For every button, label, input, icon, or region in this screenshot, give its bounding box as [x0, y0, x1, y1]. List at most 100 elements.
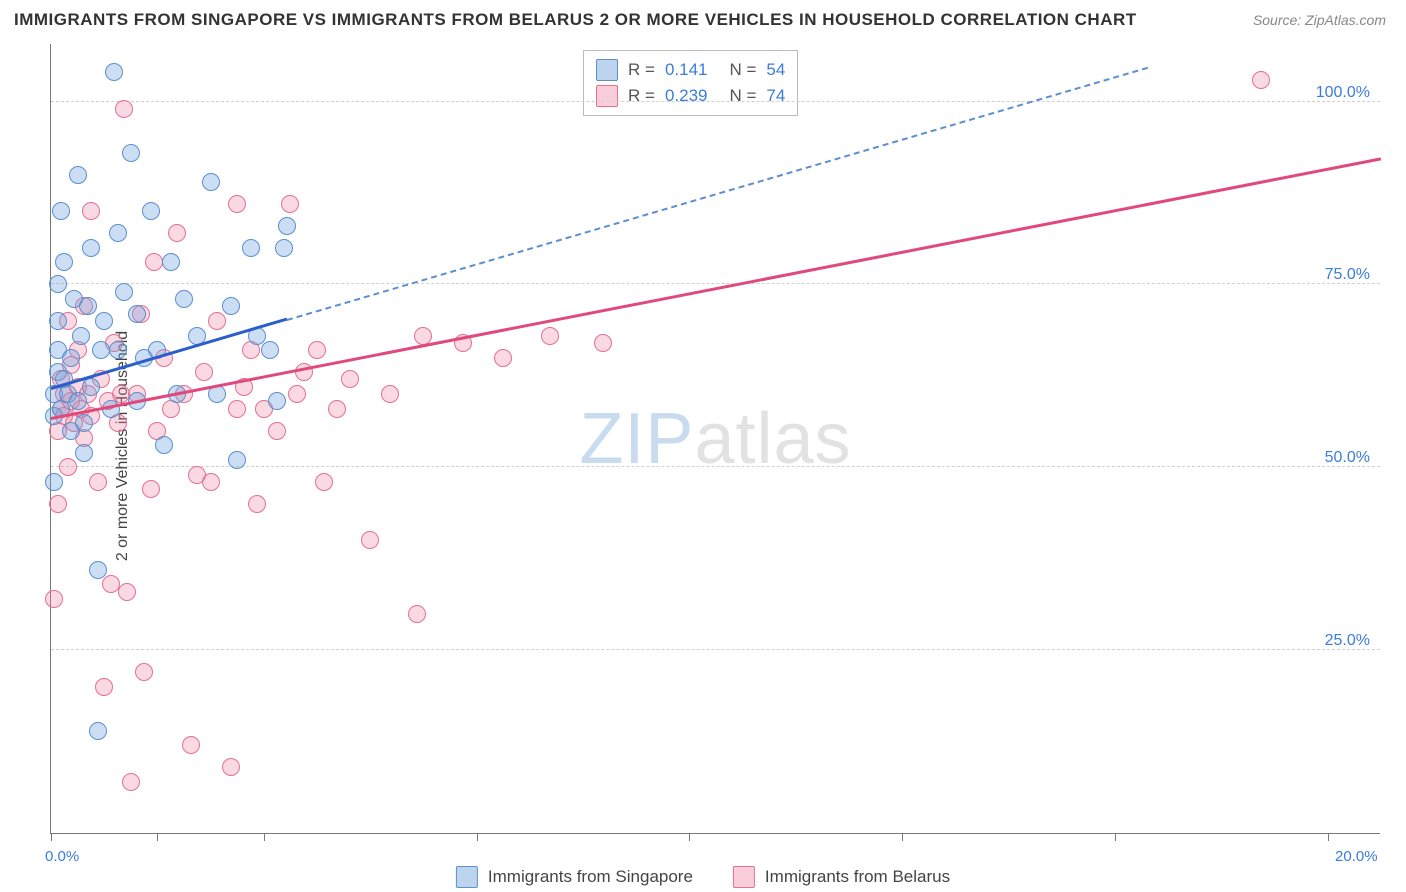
scatter-point-belarus [494, 349, 512, 367]
scatter-point-belarus [315, 473, 333, 491]
scatter-point-belarus [82, 202, 100, 220]
scatter-point-belarus [102, 575, 120, 593]
scatter-point-singapore [275, 239, 293, 257]
legend-r-label: R = [628, 86, 655, 106]
scatter-point-belarus [268, 422, 286, 440]
scatter-point-belarus [195, 363, 213, 381]
scatter-point-singapore [109, 224, 127, 242]
scatter-point-singapore [278, 217, 296, 235]
legend-r-value: 0.239 [665, 86, 708, 106]
scatter-point-singapore [45, 473, 63, 491]
y-tick-label: 50.0% [1325, 449, 1370, 467]
scatter-point-belarus [202, 473, 220, 491]
scatter-point-belarus [281, 195, 299, 213]
scatter-point-singapore [109, 341, 127, 359]
scatter-point-singapore [242, 239, 260, 257]
scatter-point-singapore [222, 297, 240, 315]
scatter-point-singapore [261, 341, 279, 359]
scatter-point-belarus [361, 531, 379, 549]
scatter-point-belarus [59, 458, 77, 476]
scatter-point-singapore [49, 275, 67, 293]
source-label: Source: ZipAtlas.com [1253, 12, 1386, 28]
scatter-point-belarus [288, 385, 306, 403]
scatter-point-singapore [62, 349, 80, 367]
scatter-point-singapore [72, 327, 90, 345]
legend-r-value: 0.141 [665, 60, 708, 80]
scatter-point-belarus [49, 495, 67, 513]
scatter-point-belarus [308, 341, 326, 359]
x-tick [1115, 833, 1116, 841]
scatter-point-belarus [135, 663, 153, 681]
scatter-point-singapore [82, 239, 100, 257]
scatter-point-singapore [142, 202, 160, 220]
legend-n-value: 54 [766, 60, 785, 80]
scatter-point-singapore [228, 451, 246, 469]
scatter-point-belarus [95, 678, 113, 696]
x-tick [477, 833, 478, 841]
gridline [51, 466, 1380, 467]
legend-swatch [596, 59, 618, 81]
legend-swatch [733, 866, 755, 888]
scatter-point-singapore [69, 166, 87, 184]
scatter-point-singapore [55, 253, 73, 271]
scatter-point-belarus [45, 590, 63, 608]
scatter-point-belarus [89, 473, 107, 491]
scatter-point-singapore [122, 144, 140, 162]
chart-title: IMMIGRANTS FROM SINGAPORE VS IMMIGRANTS … [14, 10, 1137, 30]
gridline [51, 649, 1380, 650]
legend-series-label: Immigrants from Singapore [488, 867, 693, 887]
scatter-point-belarus [541, 327, 559, 345]
scatter-point-belarus [381, 385, 399, 403]
scatter-point-belarus [168, 224, 186, 242]
x-tick [689, 833, 690, 841]
legend-stats-row: R = 0.239 N = 74 [596, 83, 785, 109]
gridline [51, 283, 1380, 284]
scatter-point-singapore [89, 722, 107, 740]
y-tick-label: 75.0% [1325, 266, 1370, 284]
y-tick-label: 100.0% [1316, 84, 1370, 102]
scatter-point-singapore [268, 392, 286, 410]
legend-swatch [596, 85, 618, 107]
legend-r-label: R = [628, 60, 655, 80]
scatter-point-singapore [105, 63, 123, 81]
scatter-point-singapore [202, 173, 220, 191]
scatter-point-belarus [594, 334, 612, 352]
scatter-point-belarus [182, 736, 200, 754]
scatter-point-singapore [162, 253, 180, 271]
x-axis-min: 0.0% [45, 848, 79, 865]
scatter-point-belarus [122, 773, 140, 791]
scatter-point-singapore [75, 444, 93, 462]
scatter-point-belarus [1252, 71, 1270, 89]
scatter-point-singapore [89, 561, 107, 579]
x-tick [157, 833, 158, 841]
scatter-point-singapore [115, 283, 133, 301]
gridline [51, 101, 1380, 102]
plot-area: ZIPatlas R =0.141N =54R =0.239N =74 25.0… [50, 44, 1380, 834]
y-tick-label: 25.0% [1325, 632, 1370, 650]
legend-n-label: N = [729, 86, 756, 106]
x-tick [1328, 833, 1329, 841]
legend-n-value: 74 [766, 86, 785, 106]
scatter-point-belarus [341, 370, 359, 388]
x-tick [264, 833, 265, 841]
scatter-point-singapore [175, 290, 193, 308]
trend-line [51, 157, 1382, 420]
x-axis-max: 20.0% [1335, 848, 1378, 865]
scatter-point-singapore [82, 378, 100, 396]
legend-series-item: Immigrants from Singapore [456, 866, 693, 888]
scatter-point-belarus [228, 195, 246, 213]
legend-series: Immigrants from Singapore Immigrants from… [456, 866, 950, 888]
scatter-point-belarus [228, 400, 246, 418]
legend-series-label: Immigrants from Belarus [765, 867, 950, 887]
scatter-point-belarus [115, 100, 133, 118]
scatter-point-belarus [222, 758, 240, 776]
scatter-point-belarus [142, 480, 160, 498]
scatter-point-belarus [118, 583, 136, 601]
legend-stats-row: R =0.141N =54 [596, 57, 785, 83]
scatter-point-belarus [208, 312, 226, 330]
scatter-point-belarus [248, 495, 266, 513]
legend-swatch [456, 866, 478, 888]
legend-series-item: Immigrants from Belarus [733, 866, 950, 888]
scatter-point-belarus [408, 605, 426, 623]
scatter-point-singapore [69, 392, 87, 410]
